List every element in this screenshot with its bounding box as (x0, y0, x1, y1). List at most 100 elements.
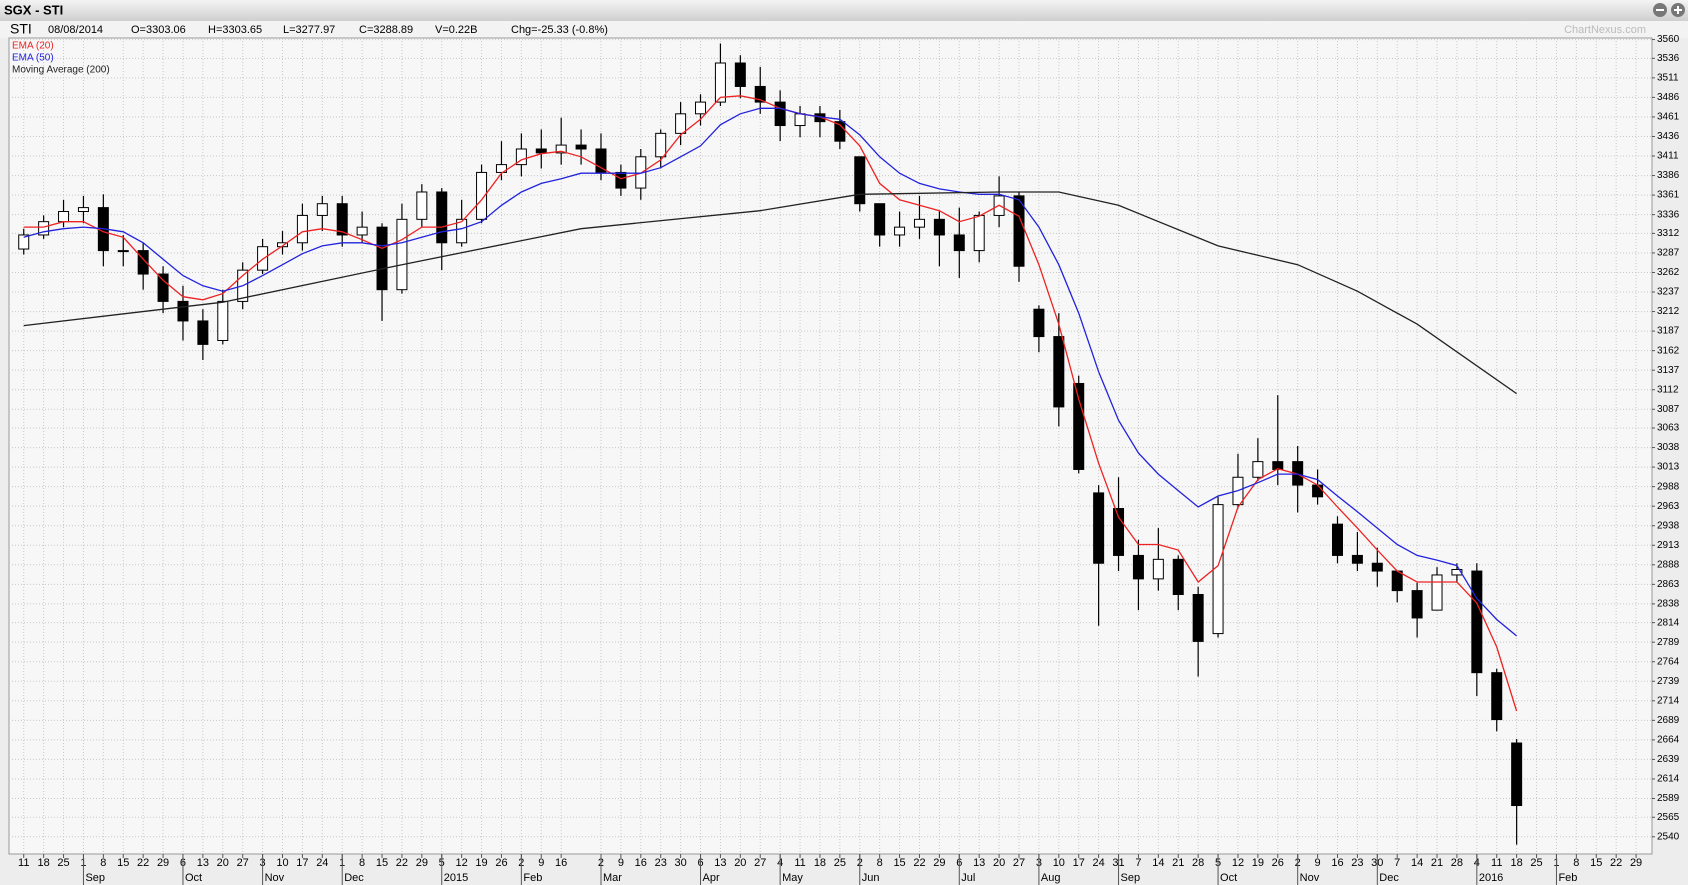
x-tick-label: 22 (1610, 857, 1622, 869)
candle-body (575, 144, 587, 150)
indicator-line (23, 95, 1518, 712)
candle-body (655, 132, 667, 158)
x-tick-label: 13 (714, 857, 726, 869)
y-tick-label: 2838 (1657, 599, 1680, 610)
x-tick-label: 15 (893, 857, 905, 869)
candle-body (77, 207, 89, 213)
candle-body (1351, 554, 1363, 564)
y-tick-label: 3237 (1657, 287, 1680, 298)
legend-entry: EMA (20) (12, 41, 54, 52)
candle-body (137, 250, 149, 275)
candle-body (1033, 308, 1045, 338)
x-tick-label: 16 (635, 857, 647, 869)
candle-body (1152, 558, 1164, 580)
y-tick-label: 3063 (1657, 423, 1680, 434)
x-tick-label: 20 (734, 857, 746, 869)
legend-entry: EMA (50) (12, 53, 54, 64)
candle-body (1312, 484, 1324, 498)
info-close: C=3288.89 (359, 24, 413, 36)
x-tick-label: 8 (1573, 857, 1579, 869)
candle-body (1252, 461, 1264, 478)
x-tick-label: 29 (1630, 857, 1642, 869)
candle-body (1411, 590, 1423, 619)
month-label: Dec (344, 872, 364, 884)
y-tick-label: 2863 (1657, 579, 1680, 590)
x-tick-label: 12 (456, 857, 468, 869)
candle-body (1172, 558, 1184, 596)
candle-body (1511, 742, 1523, 807)
candle-body (933, 218, 945, 236)
y-tick-label: 2938 (1657, 520, 1680, 531)
candle-body (953, 234, 965, 252)
info-change: Chg=-25.33 (-0.8%) (511, 24, 608, 36)
x-tick-label: 18 (38, 857, 50, 869)
candle-body (714, 62, 726, 103)
info-volume: V=0.22B (435, 24, 478, 36)
month-label: Apr (703, 872, 720, 884)
month-label: Aug (1041, 872, 1061, 884)
candle-body (595, 148, 607, 173)
y-tick-label: 3436 (1657, 131, 1680, 142)
x-tick-label: 25 (834, 857, 846, 869)
x-tick-label: 23 (1351, 857, 1363, 869)
x-tick-label: 19 (1252, 857, 1264, 869)
candle-body (416, 191, 428, 220)
x-tick-label: 12 (1232, 857, 1244, 869)
candle-body (794, 113, 806, 127)
y-tick-label: 2714 (1657, 695, 1680, 706)
info-date: 08/08/2014 (48, 24, 103, 36)
x-tick-label: 13 (197, 857, 209, 869)
y-tick-label: 3137 (1657, 365, 1680, 376)
candle-body (874, 203, 886, 236)
y-tick-label: 2664 (1657, 735, 1680, 746)
candle-body (515, 148, 527, 166)
y-tick-label: 3212 (1657, 306, 1680, 317)
month-label: Sep (85, 872, 105, 884)
candle-body (476, 171, 488, 220)
candle-body (356, 226, 368, 236)
x-tick-label: 8 (100, 857, 106, 869)
month-label: May (782, 872, 803, 884)
candle-body (1192, 594, 1204, 642)
y-tick-label: 3162 (1657, 345, 1680, 356)
candle-body (734, 62, 746, 87)
x-tick-label: 7 (1394, 857, 1400, 869)
candle-body (1431, 574, 1443, 611)
y-tick-label: 3087 (1657, 404, 1680, 415)
candle-body (1073, 382, 1085, 470)
candle-body (1391, 570, 1403, 592)
y-tick-label: 3336 (1657, 209, 1680, 220)
y-tick-label: 3312 (1657, 228, 1680, 239)
candle-body (436, 191, 448, 244)
indicator-line (23, 191, 1517, 395)
y-tick-label: 2963 (1657, 501, 1680, 512)
x-tick-label: 8 (359, 857, 365, 869)
symbol: STI (10, 21, 32, 37)
candle-body (535, 148, 547, 154)
candle-body (1491, 672, 1503, 721)
y-tick-label: 3486 (1657, 92, 1680, 103)
y-tick-label: 3013 (1657, 462, 1680, 473)
info-bar (0, 21, 1688, 38)
x-tick-label: 18 (1511, 857, 1523, 869)
x-tick-label: 13 (973, 857, 985, 869)
candle-body (675, 113, 687, 134)
x-tick-label: 11 (18, 857, 29, 869)
y-tick-label: 2739 (1657, 676, 1680, 687)
info-open: O=3303.06 (131, 24, 186, 36)
x-tick-label: 25 (1530, 857, 1542, 869)
x-tick-label: 27 (754, 857, 766, 869)
candle-body (854, 156, 866, 205)
x-tick-label: 29 (416, 857, 428, 869)
candle-body (1013, 195, 1025, 267)
candle-body (296, 214, 308, 244)
month-label: Mar (603, 872, 622, 884)
x-tick-label: 14 (1152, 857, 1164, 869)
x-tick-label: 20 (217, 857, 229, 869)
candle-body (117, 250, 129, 253)
x-tick-label: 24 (316, 857, 328, 869)
x-tick-label: 21 (1431, 857, 1443, 869)
candle-body (1053, 336, 1065, 408)
month-label: Nov (265, 872, 285, 884)
candle-body (177, 300, 189, 322)
